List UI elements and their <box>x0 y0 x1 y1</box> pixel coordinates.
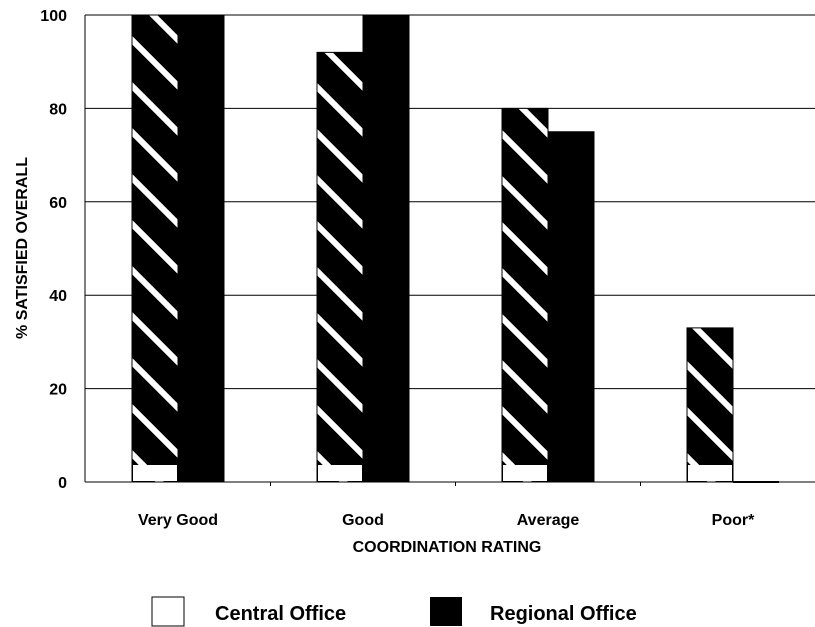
y-tick-label: 60 <box>49 195 67 212</box>
legend-label-regional-office: Regional Office <box>490 603 637 625</box>
bar-base-band <box>318 465 362 481</box>
legend: Central Office Regional Office <box>151 596 637 627</box>
x-axis-title: COORDINATION RATING <box>353 539 542 556</box>
y-tick-label: 20 <box>49 382 67 399</box>
bar-regional-office-very-good <box>177 14 225 483</box>
bar-regional-office-good <box>362 14 410 483</box>
legend-swatch-central-office <box>151 596 185 627</box>
bar-base-band <box>688 465 732 481</box>
bar-central-office-average <box>501 107 549 483</box>
legend-label-central-office: Central Office <box>215 603 346 625</box>
y-tick-label: 80 <box>49 101 67 118</box>
y-tick-label: 100 <box>40 8 67 25</box>
y-tick-labels: 0 20 40 60 80 100 <box>40 8 67 492</box>
bar-regional-office-average <box>547 131 595 483</box>
bar-central-office-very-good <box>131 14 179 483</box>
x-tick-label: Average <box>517 512 580 529</box>
bar-base-band <box>133 465 177 481</box>
legend-swatch-regional-office <box>430 597 462 626</box>
bar-central-office-good <box>316 51 364 483</box>
y-tick-label: 40 <box>49 288 67 305</box>
x-tick-label: Poor* <box>712 512 755 529</box>
axes <box>84 15 815 486</box>
bar-central-office-poor <box>686 327 734 483</box>
y-axis-title: % SATISFIED OVERALL <box>14 157 31 339</box>
x-tick-label: Very Good <box>138 512 218 529</box>
x-tick-label: Good <box>342 512 384 529</box>
bar-base-band <box>503 465 547 481</box>
x-tick-labels: Very Good Good Average Poor* <box>138 512 755 529</box>
bars <box>131 14 779 483</box>
y-tick-label: 0 <box>58 475 67 492</box>
